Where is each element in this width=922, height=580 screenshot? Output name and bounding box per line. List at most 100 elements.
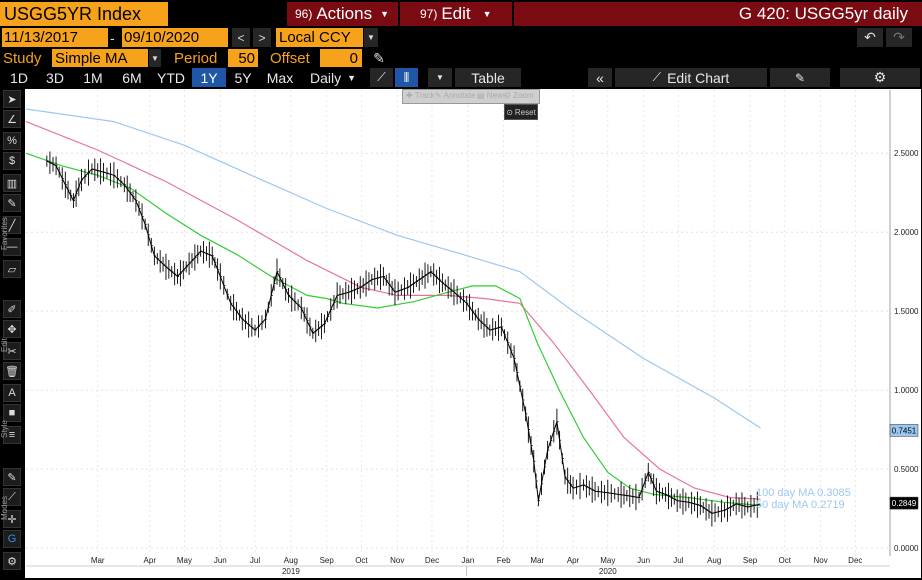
pencil-button[interactable]: ✎	[370, 49, 388, 67]
ruler-icon: ▱	[7, 263, 17, 276]
trash-icon: 🗑	[5, 365, 19, 378]
line-chart-button[interactable]: ⟋	[370, 68, 393, 87]
text-tool[interactable]: A	[3, 384, 21, 402]
chart-mode-icon: ⟋	[8, 490, 16, 503]
redo-button[interactable]: ↷	[886, 28, 912, 47]
pencil-mode-tool[interactable]: ✎	[3, 468, 21, 486]
line-style-icon: ≡	[8, 429, 16, 441]
chart-icon: ⟋	[652, 70, 662, 84]
y-tick-label: 2.0000	[894, 228, 919, 237]
series-line-ma100	[25, 121, 761, 500]
bar-chart-button[interactable]: ⫴	[395, 68, 418, 87]
study-dropdown-button[interactable]: ▼	[149, 49, 161, 67]
ma50-layer	[25, 152, 761, 507]
pencil-icon: ✎	[7, 471, 17, 484]
annotate-mini-button[interactable]: ✎ Annotate	[435, 91, 476, 100]
news-button[interactable]: ▤ News	[477, 91, 507, 100]
offset-label-text: Offset	[270, 49, 310, 67]
candle-icon: ▥	[6, 177, 18, 190]
frequency-select[interactable]: Daily ▼	[302, 68, 364, 87]
modes-section-label: Modes	[0, 495, 9, 520]
period-tab-ytd[interactable]: YTD	[157, 69, 185, 86]
trend-tool[interactable]: ╱	[3, 216, 21, 234]
trash-tool[interactable]: 🗑	[3, 362, 21, 380]
style-section-label: Style	[0, 420, 9, 438]
x-axis: Mar Apr May Jun Jul Aug Sep Oct Nov Dec Jan Feb Mar A…	[26, 556, 890, 576]
next-range-button[interactable]: >	[253, 28, 271, 47]
period-tab-3d[interactable]: 3D	[46, 69, 64, 86]
collapse-button[interactable]: «	[588, 68, 612, 87]
line-tool[interactable]: ∠	[3, 110, 21, 128]
scissors-tool[interactable]: ✂	[3, 342, 21, 360]
x-tick-label: Jan	[461, 556, 474, 565]
last-value-tag-label: 0.2849	[892, 499, 917, 508]
table-button[interactable]: Table	[455, 68, 521, 87]
last-value-tags: 0.7451 0.2849	[889, 424, 919, 510]
x-tick-label: Nov	[390, 556, 404, 565]
price-chart[interactable]: 2.5000 2.0000 1.5000 1.0000 0.5000 0.0000 Mar…	[24, 88, 922, 580]
offset-input[interactable]: 0	[320, 49, 362, 67]
candle-tool[interactable]: ▥	[3, 174, 21, 192]
edit-menu-button[interactable]: 97) Edit ▼	[400, 2, 512, 26]
track-label: Track	[414, 91, 435, 100]
annotate-label: Annotate	[443, 91, 476, 100]
settings-button[interactable]: ⚙	[840, 68, 920, 87]
line-style-tool[interactable]: ≡	[3, 426, 21, 444]
edit-label: Edit	[441, 4, 471, 23]
pointer-tool[interactable]: ➤	[3, 90, 21, 108]
percent-tool[interactable]: %	[3, 132, 21, 150]
last-value-tag-bg	[889, 496, 919, 510]
y-tick-label: 1.0000	[894, 386, 919, 395]
study-label-text: Study	[3, 49, 42, 67]
move-tool[interactable]: ✥	[3, 320, 21, 338]
favorites-label: Favorites	[0, 217, 9, 250]
settings-mode-tool[interactable]: ⚙	[3, 552, 21, 570]
start-date-input[interactable]: 11/13/2017	[2, 28, 108, 47]
reset-button[interactable]: ⊙ Reset	[504, 104, 538, 120]
x-tick-label: Jun	[214, 556, 227, 565]
gridlines	[26, 90, 890, 556]
period-tab-5y[interactable]: 5Y	[234, 69, 252, 86]
table-label: Table	[471, 69, 505, 86]
study-select[interactable]: Simple MA	[52, 49, 148, 67]
g-mode-tool[interactable]: G	[3, 530, 21, 548]
actions-menu-button[interactable]: 96) Actions ▼	[287, 2, 398, 26]
edit-chart-button[interactable]: ⟋ Edit Chart	[615, 68, 767, 87]
ruler-tool[interactable]: ▱	[3, 260, 21, 278]
period-tab-max[interactable]: Max	[266, 69, 294, 86]
crosshair-mode-tool[interactable]: ✛	[3, 510, 21, 528]
fill-tool[interactable]: ■	[3, 404, 21, 422]
track-button[interactable]: ✚ Track	[406, 91, 434, 100]
y-tick-label: 0.0000	[894, 544, 919, 553]
annotate-button[interactable]: ✎	[770, 68, 830, 87]
currency-select[interactable]: Local CCY	[276, 28, 363, 47]
ticker-field[interactable]: USGG5YR Index	[0, 2, 168, 26]
period-tab-1d[interactable]: 1D	[10, 69, 28, 86]
zoom-button[interactable]: ⚲ Zoom	[505, 91, 534, 100]
undo-button[interactable]: ↶	[857, 28, 883, 47]
edit-chart-label: Edit Chart	[667, 69, 730, 86]
period-tab-1m[interactable]: 1M	[83, 69, 103, 86]
prev-range-button[interactable]: <	[232, 28, 250, 47]
x-tick-label: May	[177, 556, 192, 565]
actions-label: Actions	[316, 4, 373, 23]
line-draw-icon: ∠	[7, 113, 17, 126]
pen-tool[interactable]: ✎	[3, 194, 21, 212]
last-value-tag-label: 0.7451	[892, 426, 917, 435]
end-date-input[interactable]: 09/10/2020	[122, 28, 228, 47]
period-tab-1y[interactable]: 1Y	[192, 68, 226, 87]
zoom-label: Zoom	[513, 91, 534, 100]
period-tab-6m[interactable]: 6M	[122, 69, 142, 86]
x-tick-label: Oct	[779, 556, 792, 565]
period-input[interactable]: 50	[228, 49, 258, 67]
chart-mode-tool[interactable]: ⟋	[3, 488, 21, 506]
dollar-tool[interactable]: $	[3, 152, 21, 170]
brush-tool[interactable]: ✐	[3, 300, 21, 318]
offset-label: Offset	[270, 49, 320, 67]
edit-num: 97)	[420, 7, 438, 21]
currency-dropdown-button[interactable]: ▼	[364, 28, 378, 47]
chart-type-dropdown[interactable]: ▼	[428, 68, 452, 87]
hline-tool[interactable]: —	[3, 238, 21, 256]
pencil-box-icon: ✎	[794, 70, 806, 85]
undo-icon: ↶	[864, 29, 876, 45]
